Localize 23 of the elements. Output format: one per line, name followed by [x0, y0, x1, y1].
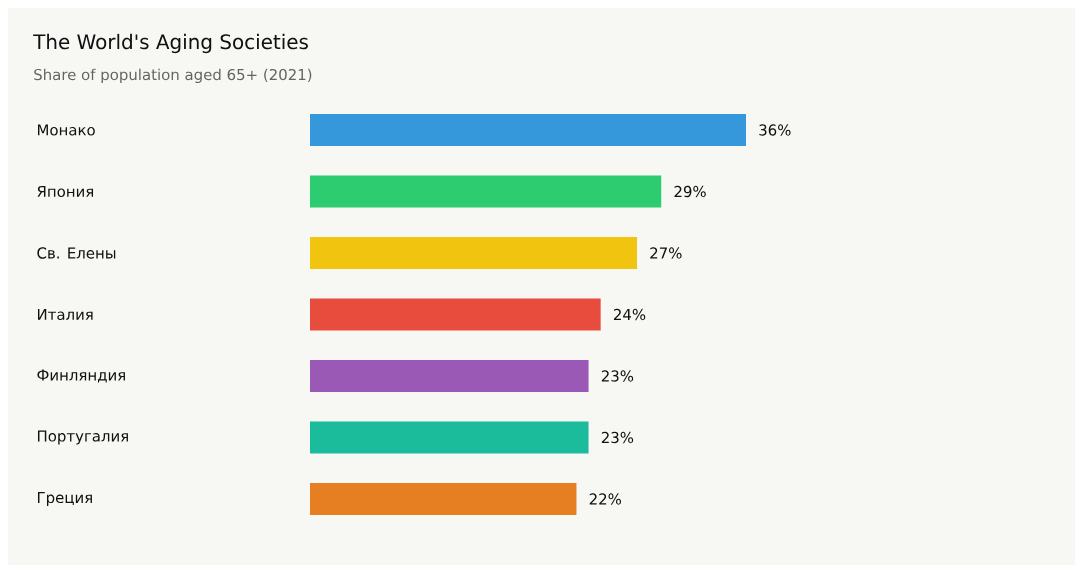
- data-label: 23%: [601, 370, 634, 382]
- y-tick-label: Финляндия: [37, 369, 125, 383]
- bar: [310, 483, 577, 515]
- bar: [310, 114, 747, 147]
- data-label: 23%: [601, 431, 634, 444]
- bar: [310, 175, 662, 208]
- y-tick-label: Монако: [37, 124, 95, 136]
- chart-title: The World's Aging Societies: [33, 33, 308, 54]
- text: Share of population aged 65+ (2021): [34, 68, 312, 84]
- bar: [310, 360, 589, 392]
- y-tick-label: Португалия: [37, 430, 128, 445]
- y-tick-label: Япония: [37, 185, 94, 198]
- bar: [310, 421, 589, 454]
- data-label: 27%: [650, 247, 682, 259]
- data-label: 22%: [589, 493, 622, 505]
- data-label: 24%: [613, 308, 646, 321]
- bar: [310, 237, 637, 270]
- data-label: 36%: [759, 124, 791, 136]
- data-label: 29%: [674, 185, 706, 198]
- y-tick-label: Италия: [37, 308, 93, 321]
- y-tick-label: Св. Елены: [37, 247, 116, 259]
- bar: [310, 298, 601, 331]
- y-tick-label: Греция: [37, 492, 92, 507]
